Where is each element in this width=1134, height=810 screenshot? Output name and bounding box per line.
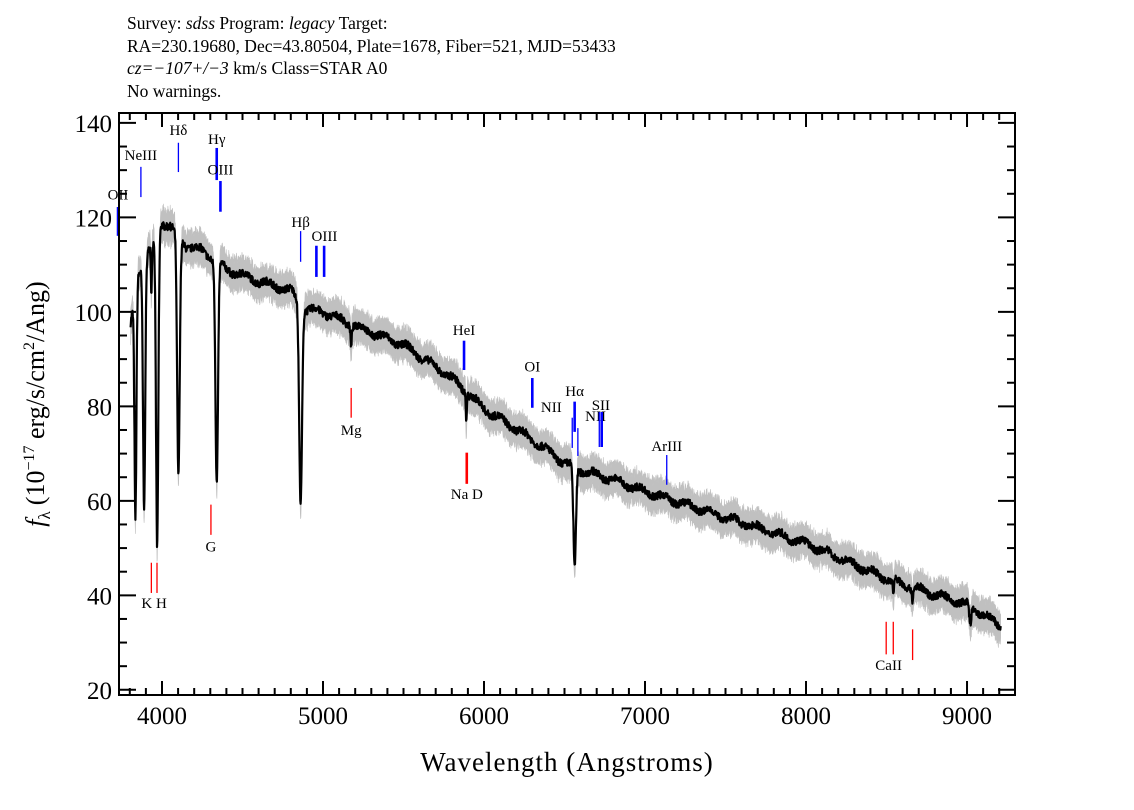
x-tick-label: 8000	[781, 703, 831, 730]
y-tick-label: 100	[75, 300, 113, 327]
header-line-4: No warnings.	[127, 80, 222, 101]
y-label-sub: λ	[35, 510, 54, 519]
header-line-3: cz=−107+/−3 km/s Class=STAR A0	[127, 57, 616, 80]
error-band-area	[130, 203, 1002, 648]
spectrum-info-header: Survey: sdss Program: legacy Target: RA=…	[127, 12, 616, 102]
y-tick-label: 80	[87, 394, 112, 421]
line-marker-label: Hδ	[169, 123, 187, 139]
x-tick-label: 4000	[137, 703, 187, 730]
class-text: km/s Class=STAR A0	[233, 58, 388, 78]
line-marker-label: Mg	[341, 423, 362, 439]
program-label: Program:	[219, 13, 285, 33]
error-band	[130, 203, 1002, 648]
line-marker-label: ArIII	[651, 439, 682, 455]
line-marker-label: Hα	[565, 384, 584, 400]
redshift-value: cz=−107+/−3	[127, 58, 229, 78]
line-marker-label: Hβ	[291, 215, 309, 231]
y-label-pre: (10	[21, 471, 50, 506]
y-tick-label: 20	[87, 678, 112, 705]
line-marker-label: CaII	[875, 658, 902, 674]
y-label-symbol: f	[21, 516, 50, 527]
axes: 4000 5000 6000 7000 8000 9000 20 40 60 80 100 120 14…	[75, 111, 1016, 730]
survey-value: sdss	[185, 13, 216, 33]
y-axis-label: fλ (10−17 erg/s/cm2/Ang)	[21, 281, 54, 526]
x-tick-label: 6000	[459, 703, 509, 730]
y-label-exp1: −17	[21, 446, 38, 471]
y-tick-label: 60	[87, 489, 112, 516]
survey-label: Survey:	[127, 13, 182, 33]
header-line-2: RA=230.19680, Dec=43.80504, Plate=1678, …	[127, 35, 616, 56]
line-marker-label: K H	[141, 596, 167, 612]
x-tick-label: 5000	[298, 703, 348, 730]
spectrum-line	[129, 221, 1002, 631]
y-tick-label: 120	[75, 205, 113, 232]
y-label-post: /Ang)	[21, 281, 50, 342]
y-tick-label: 140	[75, 111, 113, 138]
target-label: Target:	[338, 13, 388, 33]
x-axis-label: Wavelength (Angstroms)	[420, 747, 714, 777]
line-marker-label: OIII	[312, 229, 338, 245]
line-marker-label: Hγ	[208, 132, 226, 148]
program-value: legacy	[288, 13, 335, 33]
x-tick-label: 9000	[942, 703, 992, 730]
line-marker-label: HeI	[453, 323, 476, 339]
line-marker-label: G	[206, 540, 217, 556]
y-tick-label: 40	[87, 583, 112, 610]
y-label-exp2: 2	[21, 342, 38, 350]
line-marker-label: Na D	[451, 487, 483, 503]
line-marker-label: OI	[524, 360, 540, 376]
x-tick-label: 7000	[620, 703, 670, 730]
line-marker-label: NeIII	[125, 148, 157, 164]
plot-frame	[118, 112, 1016, 696]
line-marker-label: NII	[541, 400, 562, 416]
line-marker-label: SII	[592, 398, 610, 414]
line-marker-label: OIII	[208, 163, 234, 179]
y-label-mid: erg/s/cm	[21, 350, 50, 446]
header-line-1: Survey: sdss Program: legacy Target:	[127, 12, 616, 35]
line-markers: OIINeIIIHδHγOIIIHβOIIIHeIOINIIHαNIISIIAr…	[108, 123, 914, 674]
spectrum-line-group	[129, 221, 1002, 631]
